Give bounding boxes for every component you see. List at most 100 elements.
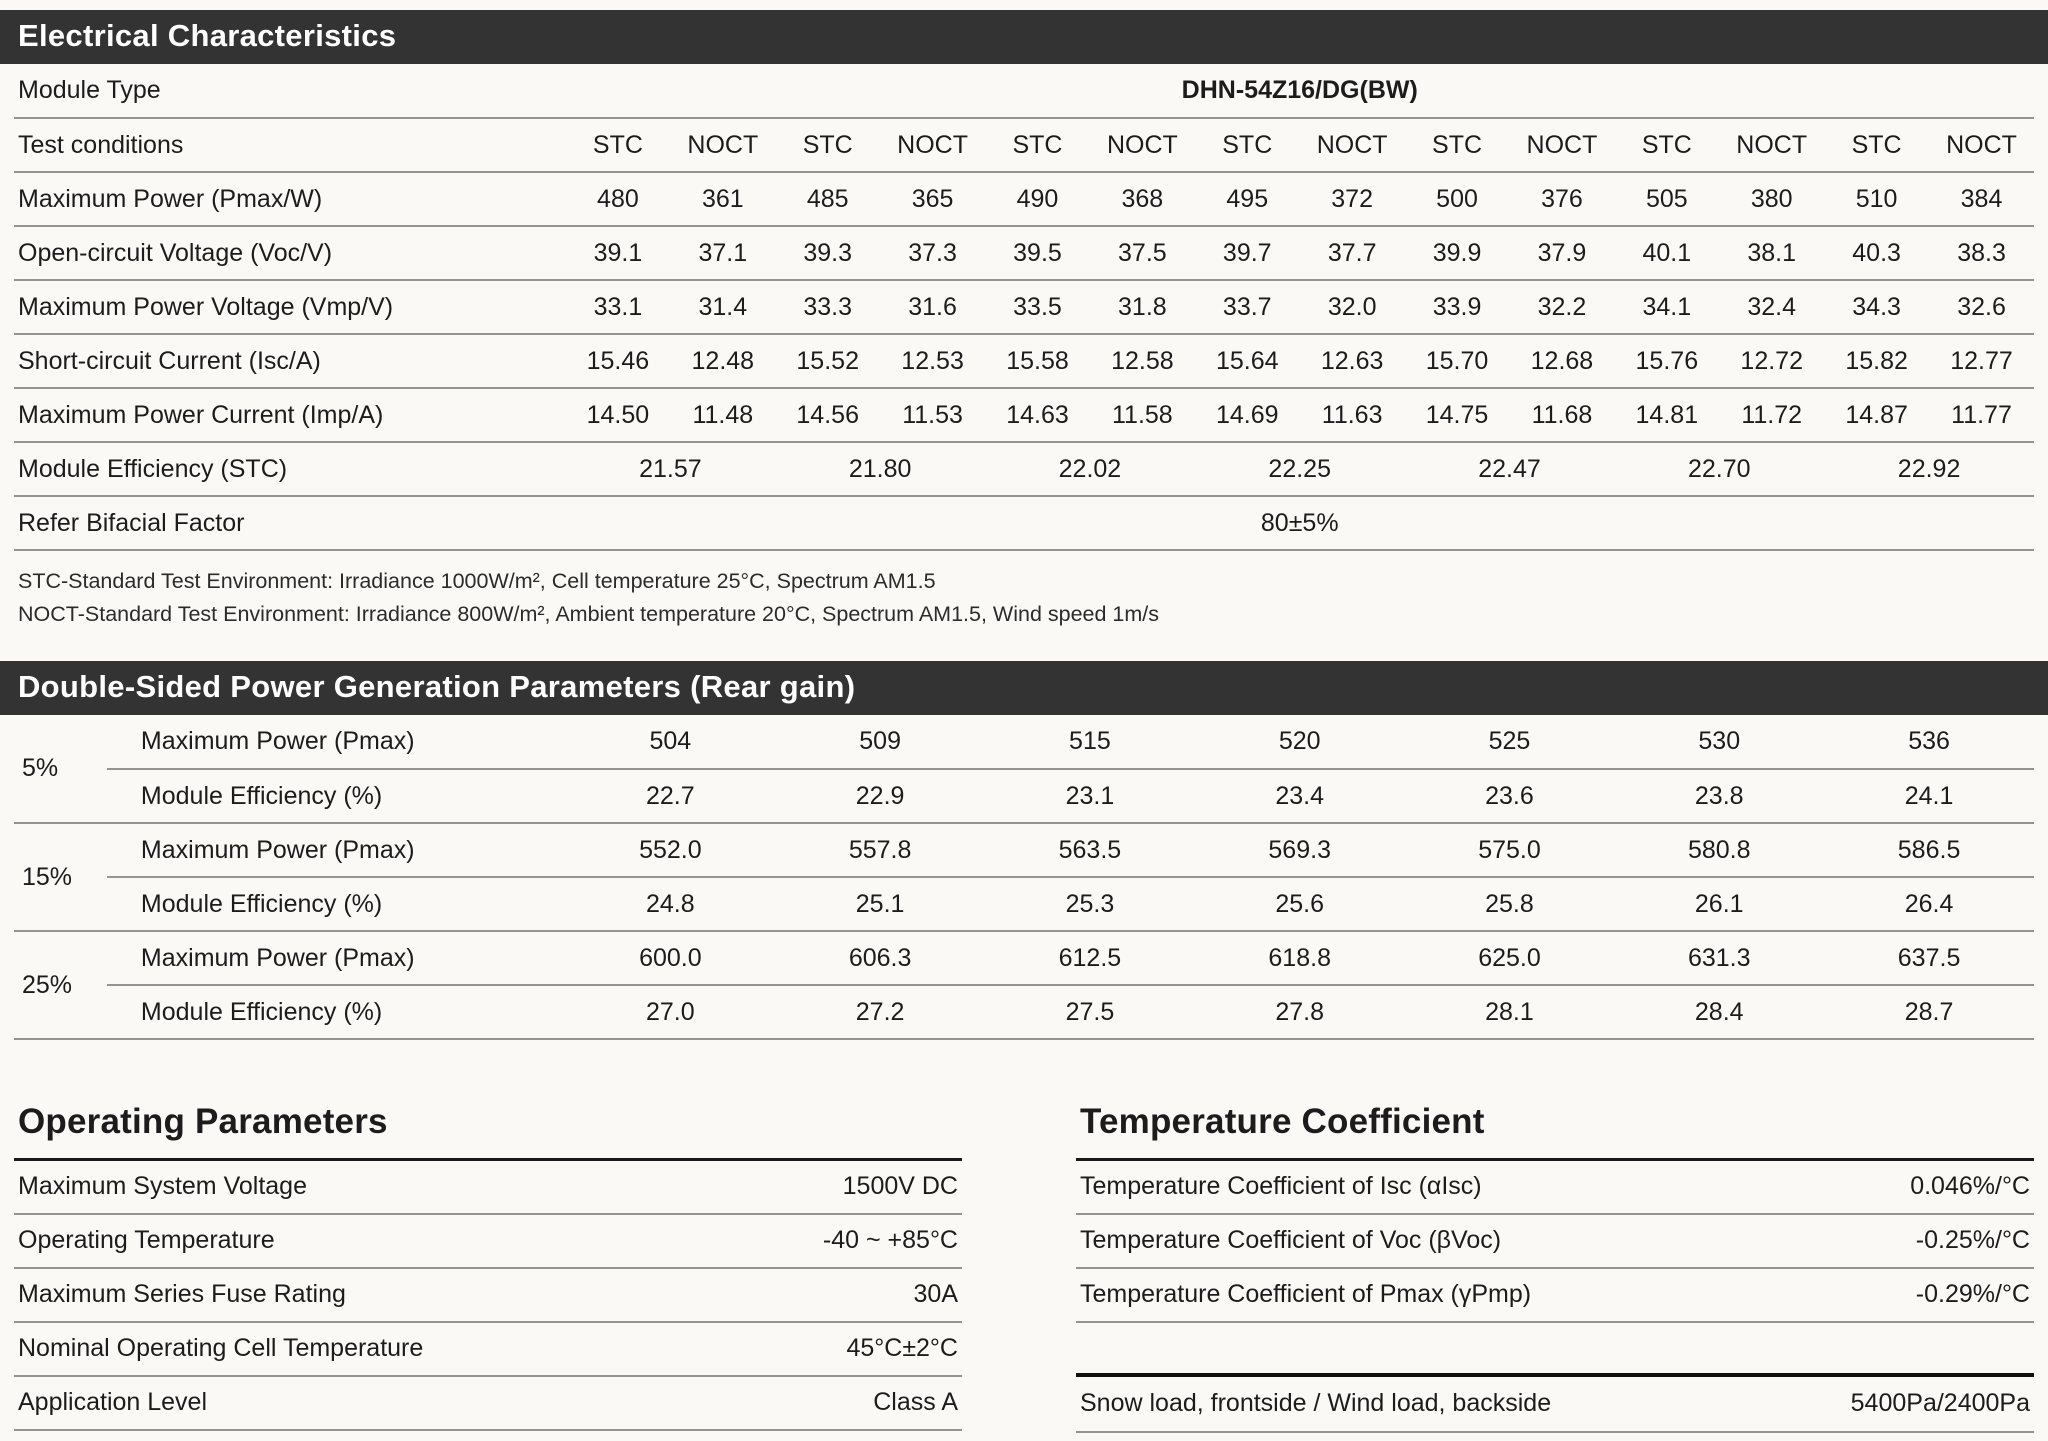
table-row: Maximum Series Fuse Rating 30A	[14, 1267, 962, 1323]
test-condition-header: STC	[775, 118, 881, 173]
cell-value: 11.63	[1299, 388, 1405, 443]
table-row: Temperature Coefficient of Isc (αIsc) 0.0…	[1076, 1159, 2034, 1215]
cell-value: 32.0	[1299, 280, 1405, 335]
cell-value: 37.1	[670, 226, 776, 281]
cell-value: 510	[1824, 172, 1930, 227]
cell-value: 14.69	[1194, 388, 1300, 443]
module-type-row: Module Type DHN-54Z16/DG(BW)	[14, 64, 2034, 119]
cell-value: -0.29%/°C	[1555, 1267, 2034, 1323]
row-label: Short-circuit Current (Isc/A)	[14, 334, 566, 389]
cell-value: 368	[1089, 172, 1195, 227]
cell-value: 365	[880, 172, 986, 227]
cell-value: 495	[1194, 172, 1300, 227]
cell-value: 15.52	[775, 334, 881, 389]
row-label: Operating Temperature	[14, 1213, 488, 1269]
cell-value: 28.7	[1824, 985, 2034, 1040]
table-row: Temperature Coefficient of Pmax (γPmp) -0…	[1076, 1267, 2034, 1323]
cell-value: 33.3	[775, 280, 881, 335]
cell-value: 530	[1614, 715, 1825, 770]
row-label: Module Efficiency (%)	[106, 985, 566, 1040]
cell-value: 14.81	[1614, 388, 1720, 443]
rear-gain-table: 5% Maximum Power (Pmax) 504 509 515 520 525 530…	[14, 715, 2034, 1040]
cell-value: 504	[565, 715, 776, 770]
cell-value: 33.1	[565, 280, 671, 335]
row-label: Module Efficiency (STC)	[14, 442, 566, 497]
cell-value: 27.8	[1194, 985, 1405, 1040]
cell-value: 34.3	[1824, 280, 1930, 335]
table-row: Operating Temperature -40 ~ +85°C	[14, 1213, 962, 1269]
cell-value: 39.1	[565, 226, 671, 281]
row-label: Refer Bifacial Factor	[14, 496, 566, 551]
cell-value: 586.5	[1824, 823, 2034, 878]
cell-value: 31.8	[1089, 280, 1195, 335]
module-efficiency-row: Module Efficiency (STC) 21.57 21.80 22.02 22…	[14, 442, 2034, 497]
cell-value: 27.2	[775, 985, 986, 1040]
test-conditions-row: Test conditions STC NOCT STC NOCT STC NOCT STC N…	[14, 118, 2034, 173]
cell-value: 24.8	[565, 877, 776, 932]
gain-label: 5%	[14, 715, 107, 824]
cell-value: 28.1	[1404, 985, 1615, 1040]
cell-value: 22.7	[565, 769, 776, 824]
table-row: Temperature Coefficient of Voc (βVoc) -0.…	[1076, 1213, 2034, 1269]
cell-value: 28.4	[1614, 985, 1825, 1040]
cell-value: 27.5	[985, 985, 1195, 1040]
cell-value: 557.8	[775, 823, 986, 878]
load-rating-table: Snow load, frontside / Wind load, backsi…	[1076, 1372, 2034, 1433]
cell-value: 23.1	[985, 769, 1195, 824]
cell-value: 37.9	[1509, 226, 1615, 281]
cell-value: 11.58	[1089, 388, 1195, 443]
cell-value: 31.4	[670, 280, 776, 335]
cell-value: 12.48	[670, 334, 776, 389]
cell-value: 23.6	[1404, 769, 1615, 824]
temperature-coefficient-table: Temperature Coefficient of Isc (αIsc) 0.0…	[1076, 1158, 2034, 1323]
test-condition-header: STC	[565, 118, 671, 173]
row-label: Maximum Power Voltage (Vmp/V)	[14, 280, 566, 335]
cell-value: 33.9	[1404, 280, 1510, 335]
cell-value: 15.82	[1824, 334, 1930, 389]
gain-label: 15%	[14, 823, 107, 932]
cell-value: 14.50	[565, 388, 671, 443]
cell-value: 38.3	[1929, 226, 2034, 281]
operating-parameters-table: Maximum System Voltage 1500V DC Operating …	[14, 1158, 962, 1431]
cell-value: 39.3	[775, 226, 881, 281]
table-row: Maximum Power Voltage (Vmp/V) 33.1 31.4 33.…	[14, 280, 2034, 335]
cell-value: 22.47	[1404, 442, 1615, 497]
cell-value: 33.7	[1194, 280, 1300, 335]
cell-value: 600.0	[565, 931, 776, 986]
cell-value: 15.46	[565, 334, 671, 389]
module-type-value: DHN-54Z16/DG(BW)	[565, 64, 2034, 119]
table-row: Module Efficiency (%) 27.0 27.2 27.5 27.8 28.…	[14, 985, 2034, 1040]
cell-value: 0.046%/°C	[1555, 1159, 2034, 1215]
cell-value: 12.53	[880, 334, 986, 389]
cell-value: 34.1	[1614, 280, 1720, 335]
load-rating-row: Snow load, frontside / Wind load, backsi…	[1076, 1374, 2034, 1433]
row-label: Temperature Coefficient of Voc (βVoc)	[1076, 1213, 1555, 1269]
test-condition-header: STC	[1824, 118, 1930, 173]
test-condition-header: STC	[1194, 118, 1300, 173]
row-label: Nominal Operating Cell Temperature	[14, 1321, 488, 1377]
cell-value: 22.9	[775, 769, 986, 824]
cell-value: 15.70	[1404, 334, 1510, 389]
cell-value: 39.5	[985, 226, 1090, 281]
cell-value: 33.5	[985, 280, 1090, 335]
operating-parameters-panel: Operating Parameters Maximum System Volt…	[14, 1102, 962, 1433]
test-condition-header: NOCT	[880, 118, 986, 173]
row-label: Snow load, frontside / Wind load, backsi…	[1076, 1374, 1555, 1433]
cell-value: 14.56	[775, 388, 881, 443]
footnote-noct: NOCT-Standard Test Environment: Irradian…	[18, 602, 1160, 626]
cell-value: 22.02	[985, 442, 1195, 497]
row-label: Maximum Power (Pmax/W)	[14, 172, 566, 227]
row-label: Maximum Power Current (Imp/A)	[14, 388, 566, 443]
cell-value: 637.5	[1824, 931, 2034, 986]
test-condition-header: NOCT	[1509, 118, 1615, 173]
row-label: Maximum Power (Pmax)	[106, 823, 566, 878]
temperature-coefficient-panel: Temperature Coefficient Temperature Coef…	[1076, 1102, 2034, 1433]
cell-value: 11.72	[1719, 388, 1825, 443]
cell-value: 11.48	[670, 388, 776, 443]
cell-value: 612.5	[985, 931, 1195, 986]
cell-value: 490	[985, 172, 1090, 227]
cell-value: 500	[1404, 172, 1510, 227]
cell-value: 505	[1614, 172, 1720, 227]
electrical-characteristics-table: Module Type DHN-54Z16/DG(BW) Test conditio…	[14, 64, 2034, 551]
